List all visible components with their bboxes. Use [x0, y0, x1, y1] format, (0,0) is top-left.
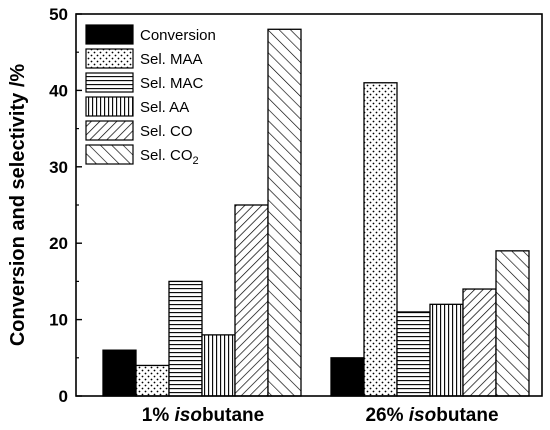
bar-sel-maa-1	[135, 364, 170, 397]
legend-swatch	[85, 24, 134, 45]
y-tick-label: 50	[49, 5, 68, 24]
legend-label-main: Conversion	[140, 27, 216, 44]
legend-label: Conversion	[140, 27, 216, 44]
bar-sel-co2-2	[495, 250, 530, 397]
x-category-label: 1% isobutane	[142, 405, 264, 426]
y-tick-label: 20	[49, 234, 68, 253]
legend-swatch	[85, 120, 134, 141]
legend-swatch	[85, 96, 134, 117]
category-prefix: 26%	[365, 405, 408, 426]
bar-sel-co-1	[234, 204, 269, 397]
legend-label: Sel. MAC	[140, 75, 204, 92]
legend-label-main: Sel. AA	[140, 99, 189, 116]
x-category-label: 26% isobutane	[365, 405, 498, 426]
legend: Conversion Sel. MAA Sel. MAC Sel. AA Sel. CO…	[85, 24, 216, 167]
bar-conversion-2	[330, 357, 365, 397]
bars-group	[102, 28, 530, 397]
y-tick-label: 40	[49, 81, 68, 100]
legend-label-subscript: 2	[193, 155, 199, 167]
legend-label-main: Sel. CO	[140, 147, 193, 164]
legend-label-main: Sel. MAC	[140, 75, 204, 92]
legend-swatch	[85, 72, 134, 93]
legend-label-main: Sel. MAA	[140, 51, 203, 68]
category-suffix: butane	[202, 405, 264, 426]
bar-sel-mac-2	[396, 311, 431, 397]
bar-sel-maa-2	[363, 82, 398, 397]
category-suffix: butane	[436, 405, 498, 426]
bar-sel-aa-1	[201, 334, 236, 397]
legend-label: Sel. MAA	[140, 51, 203, 68]
legend-label-main: Sel. CO	[140, 123, 193, 140]
axes-group: 0 10 20 30 40 50 Conversion and selectivity /%…	[7, 5, 543, 426]
legend-label: Sel. CO2	[140, 147, 199, 167]
bar-sel-mac-1	[168, 280, 203, 397]
legend-swatch	[85, 144, 134, 165]
bar-sel-co2-1	[267, 28, 302, 397]
legend-label: Sel. AA	[140, 99, 189, 116]
legend-swatch	[85, 48, 134, 69]
bar-sel-co-2	[462, 288, 497, 397]
category-italic: iso	[175, 405, 202, 426]
y-tick-label: 30	[49, 158, 68, 177]
category-prefix: 1%	[142, 405, 175, 426]
y-tick-label: 10	[49, 311, 68, 330]
y-tick-label: 0	[59, 387, 68, 406]
category-italic: iso	[409, 405, 436, 426]
y-axis-title: Conversion and selectivity /%	[7, 64, 29, 347]
legend-label: Sel. CO	[140, 123, 193, 140]
bar-conversion-1	[102, 349, 137, 397]
bar-sel-aa-2	[429, 303, 464, 397]
